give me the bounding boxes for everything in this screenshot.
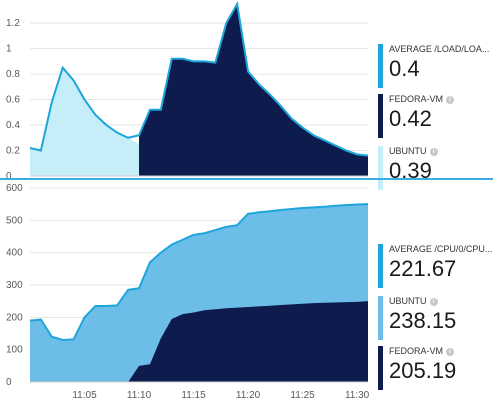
y-tick-label: 1 <box>6 44 12 55</box>
legend-item-average-load-loa[interactable]: AVERAGE /LOAD/LOA... 0.4 <box>378 44 493 88</box>
y-tick-label: 0.4 <box>6 120 20 131</box>
y-tick-label: 0.8 <box>6 69 20 80</box>
legend-text: AVERAGE /LOAD/LOA... 0.4 <box>389 44 489 81</box>
info-icon[interactable]: i <box>446 96 454 104</box>
legend-item-average-cpu-0-cpu[interactable]: AVERAGE /CPU/0/CPU... 221.67 <box>378 244 493 288</box>
x-tick-label: 11:10 <box>127 390 152 401</box>
series-line-average-load-loa[interactable] <box>29 1 369 157</box>
legend-color-swatch <box>378 296 383 340</box>
y-tick-label: 0.6 <box>6 95 20 106</box>
legend-series-name: AVERAGE /CPU/0/CPU... <box>389 244 493 254</box>
panel-divider <box>0 178 493 180</box>
legend-series-name: FEDORA-VM <box>389 346 443 356</box>
load-chart-panel: 1.2 1 0.8 0.6 0.4 0.2 0 AVERAGE /LOAD/LOA... 0.… <box>0 0 493 190</box>
x-tick-label: 11:20 <box>236 390 261 401</box>
legend-item-ubuntu[interactable]: UBUNTU i 238.15 <box>378 296 493 340</box>
series-area-fedora-vm[interactable] <box>139 4 368 176</box>
legend-text: FEDORA-VM i 0.42 <box>389 94 454 131</box>
legend-text: AVERAGE /CPU/0/CPU... 221.67 <box>389 244 492 281</box>
y-tick-label: 0 <box>6 171 12 178</box>
legend-series-value: 221.67 <box>389 256 457 281</box>
x-tick-label: 11:30 <box>345 390 370 401</box>
legend-series-value: 238.15 <box>389 308 457 333</box>
legend-series-name: FEDORA-VM <box>389 94 443 104</box>
load-area-chart[interactable]: 1.2 1 0.8 0.6 0.4 0.2 0 <box>0 0 370 178</box>
x-tick-label: 11:05 <box>72 390 97 401</box>
y-tick-label: 1.2 <box>6 18 20 29</box>
legend-series-value: 205.19 <box>389 358 457 383</box>
legend-text: UBUNTU i 238.15 <box>389 296 456 333</box>
y-tick-label: 0 <box>6 377 12 388</box>
legend-color-swatch <box>378 346 383 390</box>
legend-color-swatch <box>378 146 383 190</box>
y-tick-label: 500 <box>6 215 23 226</box>
cpu-area-chart[interactable]: 600 500 400 300 200 100 0 11:05 11:10 11:15 11:20 1… <box>0 180 370 406</box>
info-icon[interactable]: i <box>446 348 454 356</box>
x-tick-label: 11:25 <box>290 390 315 401</box>
legend-series-name: UBUNTU <box>389 296 427 306</box>
legend-color-swatch <box>378 44 383 88</box>
y-tick-label: 0.2 <box>6 146 20 157</box>
legend-series-name: AVERAGE /LOAD/LOA... <box>389 44 490 54</box>
y-tick-label: 400 <box>6 248 23 259</box>
legend-item-fedora-vm[interactable]: FEDORA-VM i 205.19 <box>378 346 493 390</box>
info-icon[interactable]: i <box>429 298 438 306</box>
legend-color-swatch <box>378 94 383 138</box>
series-line-average-cpu-0-cpu[interactable] <box>29 203 369 341</box>
y-tick-label: 100 <box>6 345 23 356</box>
y-tick-label: 300 <box>6 280 23 291</box>
legend-color-swatch <box>378 244 383 288</box>
x-tick-label: 11:15 <box>181 390 206 401</box>
legend-item-fedora-vm[interactable]: FEDORA-VM i 0.42 <box>378 94 493 138</box>
legend-text: FEDORA-VM i 205.19 <box>389 346 456 383</box>
info-icon[interactable]: i <box>429 148 438 156</box>
legend-series-value: 0.4 <box>389 56 420 81</box>
y-tick-label: 200 <box>6 312 23 323</box>
y-tick-label: 600 <box>6 183 23 194</box>
cpu-chart-panel: 600 500 400 300 200 100 0 11:05 11:10 11:15 11:20 1… <box>0 180 493 406</box>
legend-series-name: UBUNTU <box>389 146 427 156</box>
series-area-fedora-vm[interactable] <box>128 301 368 382</box>
legend-series-value: 0.42 <box>389 106 432 131</box>
